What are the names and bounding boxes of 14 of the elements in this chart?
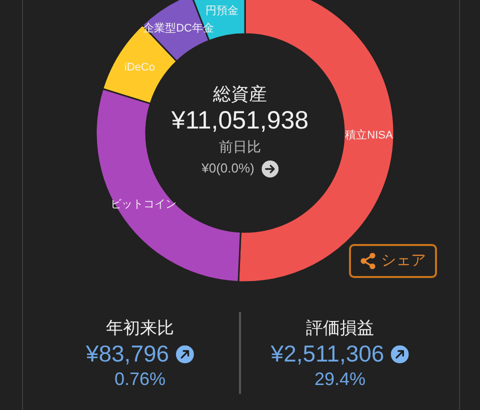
text: ¥2,511,306 [270, 340, 384, 367]
text: 前日比 [219, 138, 261, 155]
slice-label: 円預金 [206, 5, 239, 18]
text: 0.76% [114, 369, 166, 390]
text: シェア [381, 252, 426, 270]
slice-label: 積立NISA [345, 128, 394, 142]
text: ¥11,051,938 [171, 106, 309, 134]
text: 総資産 [213, 84, 267, 104]
text: 年初来比 [106, 318, 174, 338]
text: ¥0(0.0%) [202, 160, 254, 176]
text: 29.4% [314, 369, 366, 390]
text: 評価損益 [306, 318, 374, 338]
slice-label: iDeCo [124, 62, 155, 74]
text: ¥83,796 [86, 340, 170, 367]
